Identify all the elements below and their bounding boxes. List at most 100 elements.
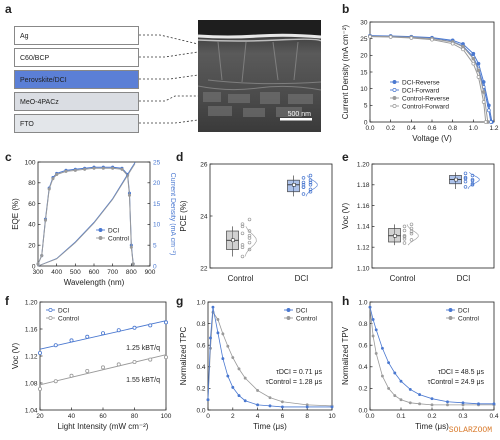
data-point xyxy=(268,404,272,408)
chart-eqe: 300 400 500 600 700 800 900020406080100Wavelen… xyxy=(11,159,176,287)
data-point xyxy=(101,331,106,336)
data-point xyxy=(408,401,412,405)
layer-ag: Ag xyxy=(14,26,139,45)
data-point xyxy=(231,356,235,359)
y-tick-label: 1.14 xyxy=(357,224,370,231)
data-point xyxy=(36,262,40,266)
y-tick-label: 1.20 xyxy=(357,161,370,168)
annotation-slope-dci: 1.25 kBT/q xyxy=(126,345,160,352)
data-point xyxy=(402,228,407,233)
box-mean xyxy=(231,238,235,243)
legend-label: Control xyxy=(58,315,80,322)
data-point xyxy=(132,325,137,330)
legend-label: DCI xyxy=(58,307,69,314)
x-tick-label: 800 xyxy=(126,269,137,276)
data-point xyxy=(489,120,493,124)
distribution-curve xyxy=(406,224,419,246)
legend-marker xyxy=(98,236,103,240)
data-point xyxy=(476,68,481,73)
panel-label-e: e xyxy=(342,150,349,164)
annotation-tau-dci: τDCI = 0.71 μs xyxy=(276,369,322,376)
x-tick-label: 10 xyxy=(328,413,336,420)
data-point xyxy=(240,254,245,259)
data-point xyxy=(47,187,51,191)
category-label: Control xyxy=(228,274,254,283)
data-point xyxy=(301,176,306,180)
data-point xyxy=(64,169,68,173)
data-point xyxy=(43,218,48,222)
legend-label: Control-Reverse xyxy=(402,95,450,102)
series-line-control xyxy=(207,311,333,407)
data-point xyxy=(209,336,212,340)
data-point xyxy=(216,318,220,321)
data-point xyxy=(132,360,137,365)
data-point xyxy=(402,224,407,229)
x-tick-label: 0.2 xyxy=(427,413,436,420)
data-point xyxy=(402,241,407,245)
y-tick-label: 22 xyxy=(200,265,208,272)
legend-marker xyxy=(448,308,453,312)
data-point xyxy=(240,245,245,249)
annotation-tau-dci: τDCI = 48.5 μs xyxy=(438,369,484,376)
series-line-control-forward xyxy=(369,36,487,123)
data-point xyxy=(409,222,414,227)
y-tick-label: 1.20 xyxy=(25,299,38,306)
y-tick-label: 60 xyxy=(28,201,36,208)
data-point xyxy=(463,185,468,189)
chart-tpv: 0.0 0.1 0.2 0.3 0.4 0.0 0.2 0.4 0.6 0.8 1.0 Time (μ… xyxy=(341,299,499,431)
y-tick-label: 40 xyxy=(28,222,36,229)
legend-label: Control-Forward xyxy=(402,103,449,110)
annotation-tau-control: τControl = 1.28 μs xyxy=(266,379,323,386)
y-tick-label: 1.0 xyxy=(196,299,205,306)
x-axis-label: Time (μs) xyxy=(415,422,449,431)
legend-marker xyxy=(48,316,53,320)
y-tick-label: 80 xyxy=(28,180,36,187)
data-point xyxy=(430,37,434,42)
legend-label: Control xyxy=(108,235,130,242)
data-point xyxy=(247,247,252,252)
data-point xyxy=(409,238,414,242)
panel-label-a: a xyxy=(5,2,12,16)
legend-label: DCI-Reverse xyxy=(402,79,440,86)
y-tick-label: 0.0 xyxy=(196,407,205,414)
data-point xyxy=(216,331,220,335)
x-tick-label: 0.1 xyxy=(396,413,405,420)
y-tick-label: 26 xyxy=(200,161,208,168)
data-point xyxy=(368,305,372,309)
legend-label: DCI-Forward xyxy=(402,87,440,94)
data-point xyxy=(463,171,468,176)
y-tick-label: 10 xyxy=(360,86,368,93)
category-label: Control xyxy=(390,274,416,283)
data-point xyxy=(399,398,403,402)
x-tick-label: 400 xyxy=(51,269,62,276)
legend-label: DCI xyxy=(458,307,469,314)
data-point xyxy=(247,233,252,238)
scale-bar-label: 500 nm xyxy=(287,111,311,118)
x-tick-label: 40 xyxy=(68,413,76,420)
x-tick-label: 600 xyxy=(89,269,100,276)
legend-marker xyxy=(448,316,453,320)
x-tick-label: 0.4 xyxy=(407,125,416,132)
data-point xyxy=(430,403,434,407)
data-point xyxy=(387,386,391,390)
y-tick-label: 1.16 xyxy=(25,326,38,333)
category-label: DCI xyxy=(457,274,471,283)
annotation-slope-control: 1.55 kBT/q xyxy=(126,377,160,384)
legend-marker xyxy=(392,80,397,84)
y-tick-label: 0.0 xyxy=(358,407,367,414)
data-point xyxy=(418,393,422,397)
x-tick-label: 80 xyxy=(131,413,139,420)
data-point xyxy=(409,231,414,236)
data-point xyxy=(471,51,476,56)
plot-frame xyxy=(207,301,333,411)
data-point xyxy=(85,369,90,374)
data-point xyxy=(237,367,241,371)
data-point xyxy=(51,177,55,181)
y-tick-label: 30 xyxy=(360,19,368,26)
stack-leader-lines xyxy=(139,34,199,124)
panel-label-f: f xyxy=(5,294,9,308)
y-tick-label: 0.4 xyxy=(358,364,367,371)
x-axis-label: Light Intensity (mW cm⁻²) xyxy=(58,422,149,431)
y-tick-label: 0.8 xyxy=(358,321,367,328)
y-axis-label: Current Density (mA cm⁻²) xyxy=(341,24,350,119)
